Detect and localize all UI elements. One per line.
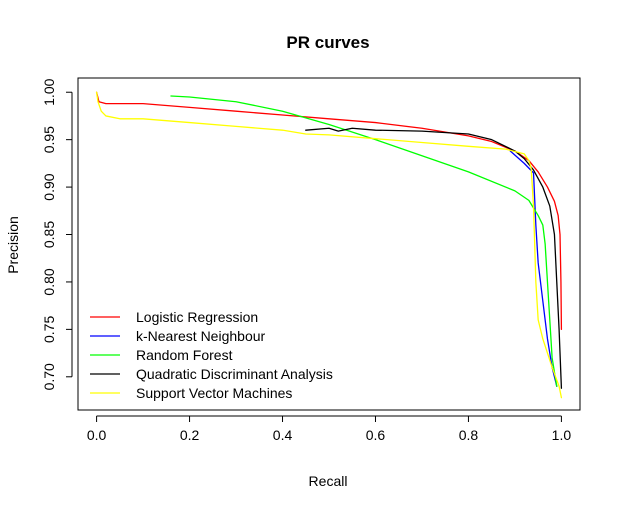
chart-legend: Logistic Regression k-Nearest Neighbour Ra… xyxy=(90,309,333,401)
y-tick-label: 0.70 xyxy=(41,363,57,390)
series-line-quadratic-discriminant-analysis xyxy=(305,127,563,389)
x-tick-label: 1.0 xyxy=(552,427,572,443)
x-tick-label: 0.4 xyxy=(273,427,293,443)
plot-area-border xyxy=(77,77,581,411)
y-tick-label: 0.90 xyxy=(41,173,57,200)
y-tick-label: 0.75 xyxy=(41,316,57,343)
x-axis-label: Recall xyxy=(309,473,348,489)
series-line-logistic-regression xyxy=(95,91,563,331)
series-line-k-nearest-neighbour xyxy=(509,150,558,387)
y-axis-label: Precision xyxy=(5,216,21,274)
series-line-support-vector-machines xyxy=(95,91,563,399)
chart-title: PR curves xyxy=(286,33,369,52)
y-tick-label: 0.80 xyxy=(41,268,57,295)
x-tick-label: 0.8 xyxy=(459,427,479,443)
x-tick-label: 0.2 xyxy=(180,427,200,443)
legend-label-random-forest: Random Forest xyxy=(136,347,233,363)
legend-label-logistic-regression: Logistic Regression xyxy=(136,309,258,325)
legend-label-support-vector-machines: Support Vector Machines xyxy=(136,385,292,401)
legend-label-quadratic-discriminant-analysis: Quadratic Discriminant Analysis xyxy=(136,366,333,382)
y-tick-label: 1.00 xyxy=(41,78,57,105)
x-tick-label: 0.0 xyxy=(87,427,107,443)
legend-label-k-nearest-neighbour: k-Nearest Neighbour xyxy=(136,328,266,344)
series-layer xyxy=(95,91,563,399)
y-tick-label: 0.95 xyxy=(41,126,57,153)
series-line-random-forest xyxy=(170,95,558,387)
y-tick-label: 0.85 xyxy=(41,221,57,248)
axes-group: 0.0 0.2 0.4 0.6 0.8 1.0 0.70 0.75 0.80 0.85 0.90 0.… xyxy=(41,77,581,443)
x-tick-label: 0.6 xyxy=(366,427,386,443)
